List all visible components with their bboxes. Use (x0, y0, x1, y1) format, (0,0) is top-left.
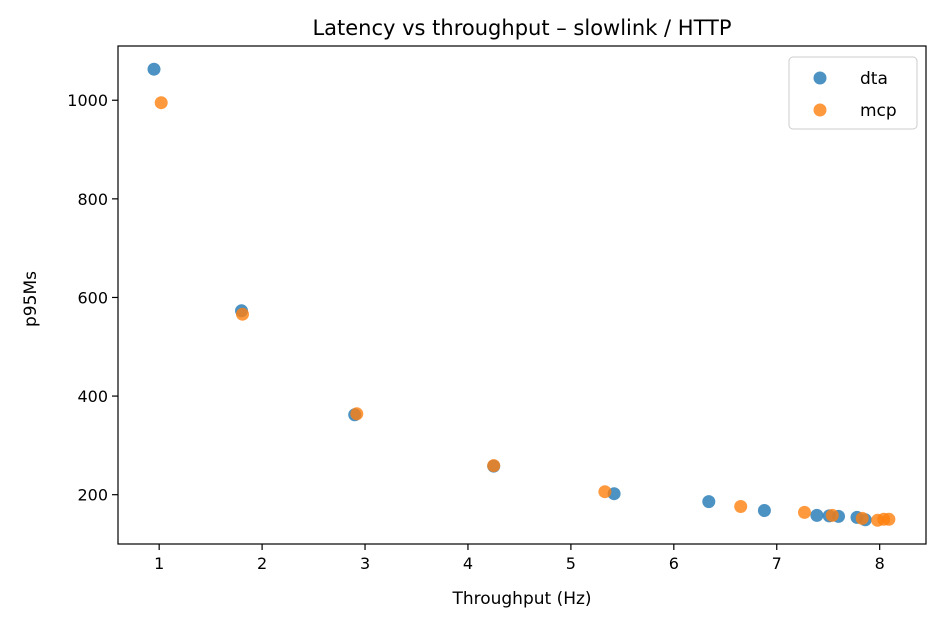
y-tick-label: 800 (77, 190, 108, 209)
axes: 1 2 3 4 5 6 7 8 200 400 600 800 1000 (67, 45, 927, 573)
data-point-mcp-6 (798, 505, 811, 519)
x-tick-label: 5 (566, 554, 576, 573)
data-point-mcp-2 (350, 407, 364, 421)
data-point-mcp-8 (855, 511, 869, 525)
chart-title: Latency vs throughput – slowlink / HTTP (312, 16, 731, 40)
data-point-mcp-1 (236, 307, 249, 321)
y-tick-label: 400 (77, 387, 108, 406)
data-point-mcp-4 (598, 485, 612, 499)
data-point-mcp-7 (825, 508, 839, 522)
legend-label-dta: dta (860, 69, 888, 89)
y-axis-label: p95Ms (21, 271, 41, 327)
data-point-dta-6 (757, 504, 771, 517)
x-tick-label: 8 (875, 554, 885, 573)
data-point-dta-5 (702, 495, 716, 509)
data-point-mcp-3 (487, 459, 501, 473)
x-tick-label: 3 (360, 554, 370, 573)
data-point-mcp-5 (734, 500, 748, 513)
legend: dta mcp (788, 56, 918, 130)
data-point-mcp-0 (154, 96, 168, 110)
data-point-mcp-11 (882, 512, 896, 526)
data-point-dta-7 (810, 508, 824, 522)
plot-area (147, 62, 896, 527)
plot-frame (117, 45, 927, 545)
x-axis-label: Throughput (Hz) (451, 589, 591, 609)
x-tick-label: 6 (669, 554, 679, 573)
x-tick-label: 2 (257, 554, 267, 573)
x-tick-label: 7 (772, 554, 782, 573)
data-point-dta-0 (147, 62, 161, 76)
y-tick-label: 1000 (67, 91, 108, 110)
x-tick-label: 4 (463, 554, 473, 573)
x-tick-label: 1 (154, 554, 164, 573)
legend-label-mcp: mcp (860, 101, 897, 121)
y-tick-label: 200 (77, 486, 108, 505)
legend-marker-dta (813, 71, 827, 85)
legend-marker-mcp (813, 103, 827, 117)
legend-box (788, 56, 918, 130)
y-tick-label: 600 (77, 288, 108, 307)
